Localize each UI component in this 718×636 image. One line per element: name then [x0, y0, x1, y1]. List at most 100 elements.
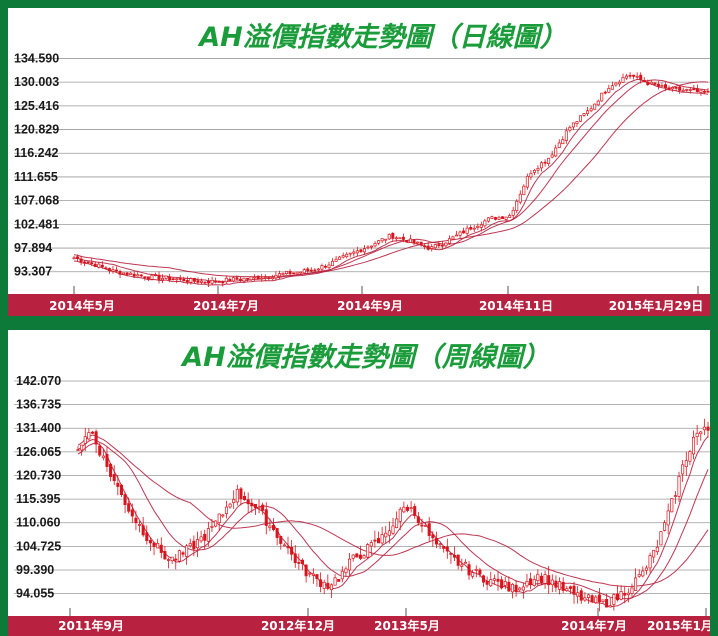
candle-body	[192, 540, 196, 550]
candle-body	[80, 444, 84, 451]
candle-body	[649, 81, 653, 85]
candle-body	[168, 276, 172, 281]
candle-body	[702, 426, 706, 431]
candle-body	[628, 74, 632, 77]
daily-chart-title: AH溢價指數走勢圖（日線圖）	[197, 22, 567, 53]
candle-body	[677, 476, 681, 497]
candle-body	[118, 270, 122, 275]
candle-body	[235, 488, 239, 503]
candle-body	[309, 269, 313, 272]
moving-average-line	[73, 81, 709, 278]
candle-body	[568, 127, 572, 131]
candle-body	[568, 586, 572, 589]
candle-body	[313, 269, 317, 272]
y-tick-label: 120.829	[14, 123, 59, 137]
candle-body	[532, 579, 536, 586]
candle-body	[656, 83, 660, 87]
candle-body	[465, 227, 469, 234]
candle-body	[83, 261, 87, 264]
candle-body	[501, 216, 505, 220]
candle-body	[267, 277, 271, 279]
candle-body	[253, 276, 257, 279]
candle-body	[295, 271, 299, 275]
candle-body	[192, 278, 196, 282]
y-tick-label: 134.590	[14, 51, 59, 65]
candle-body	[293, 553, 297, 564]
candle-body	[143, 276, 147, 279]
candle-body	[543, 574, 547, 584]
candle-body	[681, 464, 685, 475]
candle-body	[203, 533, 207, 541]
candle-body	[152, 542, 156, 547]
candle-body	[334, 258, 338, 262]
candle-body	[601, 599, 605, 603]
moving-average-line	[77, 436, 709, 608]
candle-body	[156, 543, 160, 549]
candle-body	[667, 87, 671, 90]
candle-body	[232, 498, 236, 503]
top-border	[0, 0, 718, 8]
candle-body	[660, 85, 664, 87]
candle-body	[621, 77, 625, 83]
candle-body	[288, 271, 292, 275]
candle-body	[333, 577, 337, 586]
x-tick-label: 2014年7月	[561, 618, 627, 633]
candle-body	[122, 272, 126, 275]
candle-body	[630, 587, 634, 594]
daily-chart-panel: 134.590 130.003 125.416 120.829 116.242 111.6…	[8, 8, 710, 316]
weekly-grid	[14, 380, 710, 616]
candle-body	[663, 84, 667, 89]
candle-body	[678, 86, 682, 91]
candle-body	[619, 591, 623, 600]
candle-body	[478, 569, 482, 575]
candle-body	[424, 525, 428, 527]
x-tick-label: 2015年1月29日	[609, 298, 703, 313]
candle-body	[196, 280, 200, 283]
candle-body	[279, 535, 283, 544]
candle-body	[249, 276, 253, 281]
candle-body	[358, 554, 362, 559]
candle-body	[447, 238, 451, 244]
candle-body	[586, 110, 590, 115]
candle-body	[119, 484, 123, 496]
candle-body	[387, 530, 391, 536]
candle-body	[540, 162, 544, 169]
x-tick-label: 2014年5月	[49, 298, 115, 313]
candle-body	[445, 546, 449, 552]
candle-body	[434, 538, 438, 545]
candle-body	[634, 577, 638, 591]
candle-body	[469, 227, 473, 230]
candle-body	[282, 544, 286, 547]
candle-body	[185, 545, 189, 557]
candle-body	[76, 256, 80, 260]
candle-body	[221, 514, 225, 517]
candle-body	[608, 605, 612, 608]
candle-body	[111, 269, 115, 272]
candle-body	[550, 154, 554, 158]
weekly-date-bar	[8, 616, 710, 636]
candle-body	[605, 598, 609, 608]
candle-body	[626, 592, 630, 596]
candle-body	[297, 562, 301, 564]
candle-body	[327, 264, 331, 268]
x-tick-label: 2014年11日	[479, 298, 553, 313]
candle-body	[582, 113, 586, 116]
candle-body	[405, 506, 410, 511]
candle-body	[586, 594, 591, 598]
daily-x-axis: 2014年5月 2014年7月 2014年9月 2014年11日 2015年1月29日	[49, 298, 703, 313]
candle-body	[134, 517, 138, 524]
candle-body	[285, 271, 289, 275]
candle-body	[402, 506, 406, 513]
candle-body	[139, 274, 143, 277]
candle-body	[362, 248, 366, 253]
y-tick-label: 111.655	[14, 170, 58, 184]
candle-body	[355, 553, 359, 558]
candle-body	[377, 240, 381, 244]
candle-body	[281, 272, 285, 276]
candle-body	[603, 91, 607, 94]
y-tick-label: 115.395	[16, 492, 61, 506]
candle-body	[655, 546, 659, 553]
candle-body	[451, 236, 455, 240]
candle-body	[159, 544, 163, 553]
candle-body	[127, 503, 131, 512]
